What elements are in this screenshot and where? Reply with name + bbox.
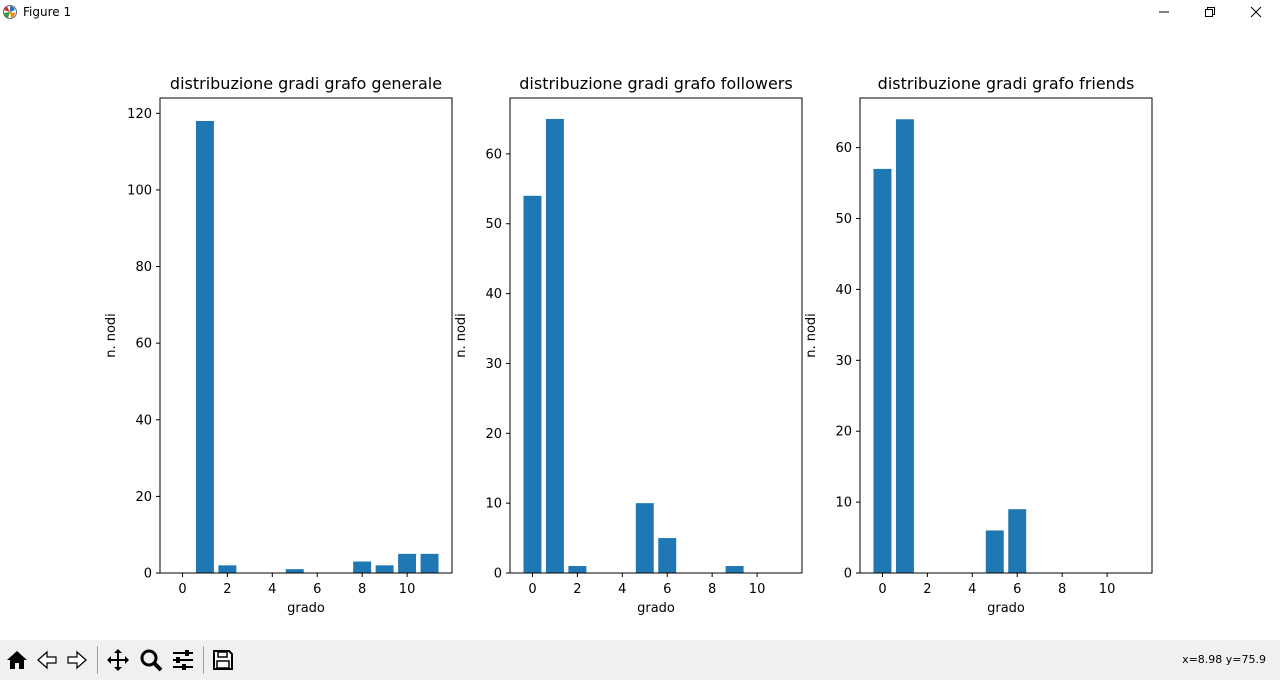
x-tick-label: 10	[399, 582, 416, 597]
y-tick-label: 30	[835, 354, 852, 369]
minimize-button[interactable]	[1141, 0, 1187, 24]
y-tick-label: 30	[485, 357, 502, 372]
y-tick-label: 20	[135, 490, 152, 505]
y-tick-label: 0	[144, 567, 152, 582]
bar	[658, 538, 677, 573]
close-button[interactable]	[1233, 0, 1279, 24]
zoom-icon	[140, 649, 163, 672]
navigation-toolbar: x=8.98 y=75.9	[0, 640, 1280, 680]
home-button[interactable]	[2, 645, 32, 675]
y-axis-label: n. nodi	[454, 313, 469, 358]
maximize-button[interactable]	[1187, 0, 1233, 24]
x-tick-label: 0	[178, 582, 186, 597]
bar	[195, 120, 214, 573]
matplotlib-icon	[3, 5, 17, 19]
chart-title: distribuzione gradi grafo generale	[170, 74, 442, 93]
bar	[1008, 509, 1027, 573]
toolbar-separator	[203, 646, 204, 674]
x-tick-label: 0	[878, 582, 886, 597]
y-tick-label: 40	[485, 287, 502, 302]
bar	[985, 530, 1004, 573]
y-tick-label: 40	[835, 283, 852, 298]
y-tick-label: 50	[485, 217, 502, 232]
axes-frame	[159, 97, 453, 574]
figure-canvas[interactable]: 0 2 4 6 8 10 0 20 40 60 80 100 120 distribuzione grad…	[0, 24, 1280, 640]
configure-subplots-icon	[173, 650, 193, 670]
bar	[218, 565, 237, 573]
save-button[interactable]	[208, 645, 238, 675]
bar	[420, 553, 439, 573]
window-title: Figure 1	[23, 5, 72, 19]
toolbar-separator	[97, 646, 98, 674]
x-tick-label: 8	[1058, 582, 1066, 597]
x-tick-label: 10	[1099, 582, 1116, 597]
y-tick-label: 10	[485, 497, 502, 512]
forward-button[interactable]	[62, 645, 92, 675]
bar	[568, 566, 587, 573]
x-tick-label: 6	[1013, 582, 1021, 597]
y-tick-label: 100	[127, 183, 152, 198]
x-tick-label: 2	[923, 582, 931, 597]
y-tick-label: 80	[135, 260, 152, 275]
bar	[353, 561, 372, 573]
axes-frame	[859, 97, 1153, 574]
y-tick-label: 60	[835, 141, 852, 156]
x-axis-label: grado	[287, 601, 325, 616]
bar	[523, 195, 542, 573]
y-axis-label: n. nodi	[104, 313, 119, 358]
bar	[895, 119, 914, 574]
y-tick-label: 120	[127, 107, 152, 122]
chart-title: distribuzione gradi grafo friends	[878, 74, 1135, 93]
bar	[398, 553, 417, 573]
bar	[285, 569, 304, 573]
x-tick-label: 0	[528, 582, 536, 597]
bar	[725, 566, 744, 573]
y-tick-label: 60	[135, 337, 152, 352]
x-axis-label: grado	[637, 601, 675, 616]
y-tick-label: 50	[835, 212, 852, 227]
minimize-icon	[1159, 11, 1169, 13]
configure-subplots-button[interactable]	[168, 645, 198, 675]
pan-icon	[107, 649, 129, 671]
chart-title: distribuzione gradi grafo followers	[519, 74, 792, 93]
save-icon	[213, 650, 233, 670]
x-tick-label: 2	[223, 582, 231, 597]
x-axis-label: grado	[987, 601, 1025, 616]
bar	[375, 565, 394, 573]
close-icon	[1250, 6, 1262, 18]
y-tick-label: 40	[135, 413, 152, 428]
axes-frame	[509, 97, 803, 574]
maximize-icon	[1205, 7, 1215, 17]
x-tick-label: 2	[573, 582, 581, 597]
home-icon	[7, 651, 27, 669]
zoom-button[interactable]	[136, 645, 166, 675]
pan-button[interactable]	[103, 645, 133, 675]
y-axis-label: n. nodi	[804, 313, 819, 358]
bar	[635, 503, 654, 573]
x-tick-label: 6	[663, 582, 671, 597]
y-tick-label: 20	[835, 425, 852, 440]
title-bar: Figure 1	[0, 0, 1280, 24]
y-tick-label: 0	[494, 567, 502, 582]
x-tick-label: 10	[749, 582, 766, 597]
y-tick-label: 60	[485, 147, 502, 162]
cursor-coordinates: x=8.98 y=75.9	[1182, 653, 1266, 666]
back-icon	[37, 650, 57, 670]
x-tick-label: 4	[618, 582, 626, 597]
x-tick-label: 8	[708, 582, 716, 597]
bar	[873, 168, 892, 574]
x-tick-label: 8	[358, 582, 366, 597]
back-button[interactable]	[32, 645, 62, 675]
y-tick-label: 0	[844, 567, 852, 582]
x-tick-label: 6	[313, 582, 321, 597]
x-tick-label: 4	[968, 582, 976, 597]
y-tick-label: 10	[835, 496, 852, 511]
forward-icon	[67, 650, 87, 670]
y-tick-label: 20	[485, 427, 502, 442]
x-tick-label: 4	[268, 582, 276, 597]
bar	[545, 118, 564, 574]
